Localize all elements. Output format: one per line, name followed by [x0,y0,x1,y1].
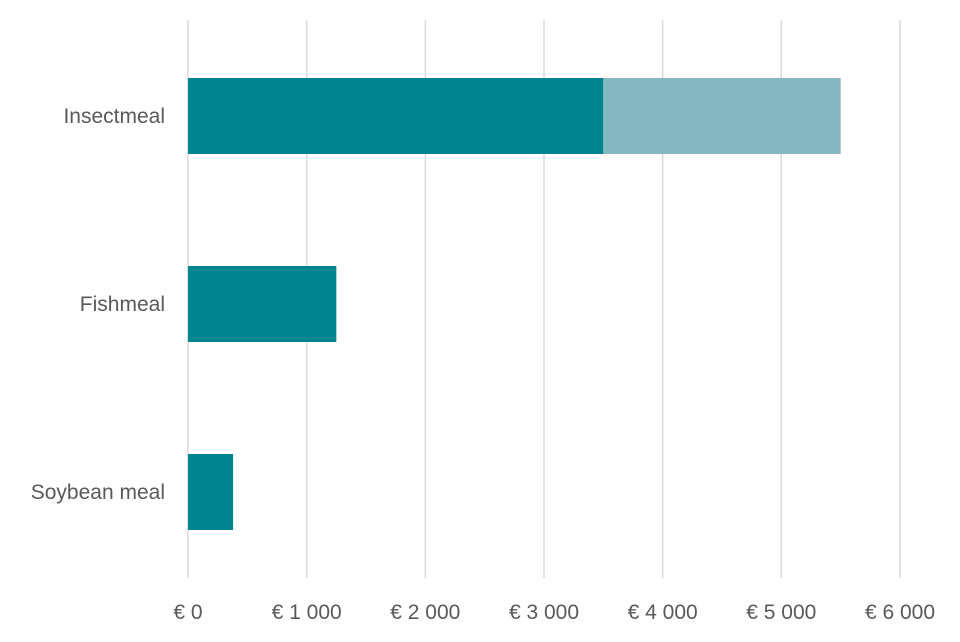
category-label: Insectmeal [63,105,165,128]
x-tick-label: € 4 000 [628,601,698,624]
bars [188,78,841,530]
x-tick-label: € 5 000 [746,601,816,624]
x-axis-tick-labels: € 0 € 1 000 € 2 000 € 3 000 € 4 000 € 5 000 € … [173,601,935,624]
bar-insectmeal-segment-1 [603,78,841,154]
bar-insectmeal-segment-0 [188,78,604,154]
bar-soybean-meal-segment-0 [188,454,234,530]
y-axis-category-labels: Insectmeal Fishmeal Soybean meal [31,105,165,504]
category-label: Soybean meal [31,481,165,504]
x-tick-label: € 2 000 [390,601,460,624]
x-tick-label: € 0 [173,601,202,624]
x-tick-label: € 6 000 [865,601,935,624]
category-label: Fishmeal [80,293,165,316]
x-tick-label: € 3 000 [509,601,579,624]
x-tick-label: € 1 000 [272,601,342,624]
bar-fishmeal-segment-0 [188,266,337,342]
